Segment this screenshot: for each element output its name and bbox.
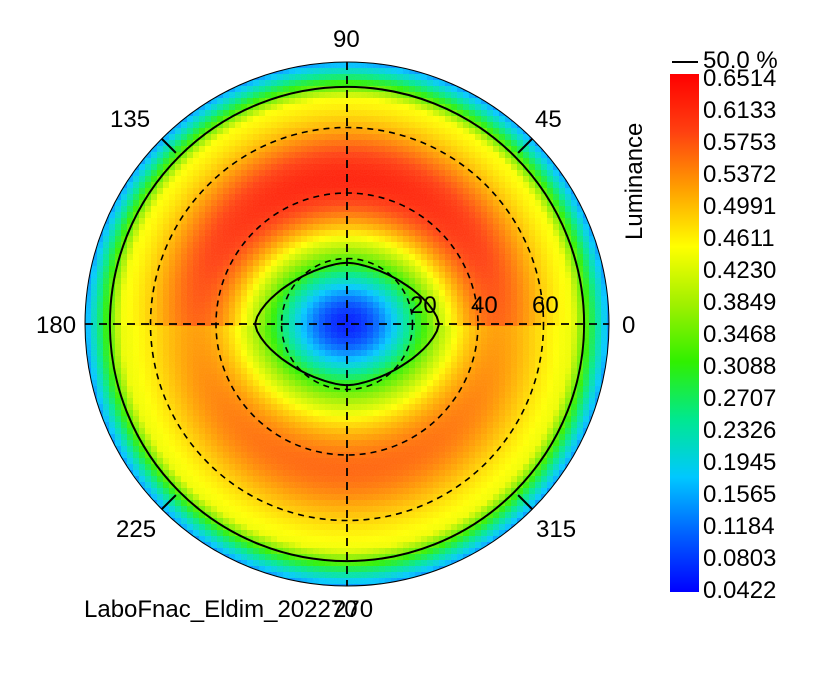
azimuth-tick-135 bbox=[161, 138, 177, 154]
colorbar-tick-label: 0.5372 bbox=[703, 161, 776, 188]
azimuth-label-90: 90 bbox=[333, 26, 360, 53]
colorbar-ramp bbox=[670, 74, 699, 592]
polar-ring-60 bbox=[149, 126, 545, 522]
contour-inner bbox=[253, 261, 441, 387]
chart-caption: LaboFnac_Eldim_202270 bbox=[84, 596, 358, 623]
colorbar-title: Luminance bbox=[621, 123, 648, 240]
colorbar-tick-label: 0.4991 bbox=[703, 193, 776, 220]
colorbar-tick-label: 0.2326 bbox=[703, 417, 776, 444]
azimuth-label-225: 225 bbox=[116, 516, 156, 543]
azimuth-tick-45 bbox=[517, 138, 533, 154]
azimuth-label-0: 0 bbox=[622, 312, 635, 339]
colorbar-tick-label: 0.0803 bbox=[703, 545, 776, 572]
colorbar-tick-label: 0.0422 bbox=[703, 577, 776, 604]
contour-legend: 50.0 % bbox=[672, 47, 778, 74]
polar-grid bbox=[84, 61, 610, 587]
colorbar-tick-label: 0.1945 bbox=[703, 449, 776, 476]
colorbar-tick-label: 0.3849 bbox=[703, 289, 776, 316]
colorbar-tick-label: 0.3088 bbox=[703, 353, 776, 380]
colorbar-tick-label: 0.5753 bbox=[703, 129, 776, 156]
colorbar: Luminance 0.6514 0.6133 0.5753 0.5372 0.4991… bbox=[621, 65, 776, 604]
colorbar-ticks: 0.6514 0.6133 0.5753 0.5372 0.4991 0.4611 0.42… bbox=[703, 65, 776, 604]
colorbar-tick-label: 0.4611 bbox=[703, 225, 775, 252]
azimuth-tick-315 bbox=[517, 494, 533, 510]
azimuth-label-45: 45 bbox=[535, 106, 562, 133]
colorbar-tick-label: 0.6133 bbox=[703, 97, 776, 124]
colorbar-tick-label: 0.4230 bbox=[703, 257, 776, 284]
polar-angle-label-60: 60 bbox=[532, 292, 559, 319]
contour-lines bbox=[108, 85, 586, 563]
azimuth-labels: 0 45 90 135 180 225 270 315 bbox=[36, 26, 635, 623]
colorbar-tick-label: 0.3468 bbox=[703, 321, 776, 348]
contour-outer bbox=[108, 85, 586, 563]
azimuth-label-315: 315 bbox=[536, 516, 576, 543]
azimuth-label-180: 180 bbox=[36, 312, 76, 339]
azimuth-tick-225 bbox=[161, 494, 177, 510]
outer-boundary bbox=[84, 61, 610, 587]
polar-angle-label-40: 40 bbox=[471, 292, 498, 319]
colorbar-tick-label: 0.1184 bbox=[703, 513, 775, 540]
azimuth-label-135: 135 bbox=[110, 106, 150, 133]
polar-angle-labels: 20 40 60 bbox=[410, 292, 559, 319]
colorbar-tick-label: 0.6514 bbox=[703, 65, 776, 92]
polar-angle-label-20: 20 bbox=[410, 292, 437, 319]
azimuth-label-270: 270 bbox=[333, 596, 373, 623]
contour-legend-label: 50.0 % bbox=[703, 47, 778, 74]
colorbar-tick-label: 0.1565 bbox=[703, 481, 776, 508]
colorbar-tick-label: 0.2707 bbox=[703, 385, 776, 412]
